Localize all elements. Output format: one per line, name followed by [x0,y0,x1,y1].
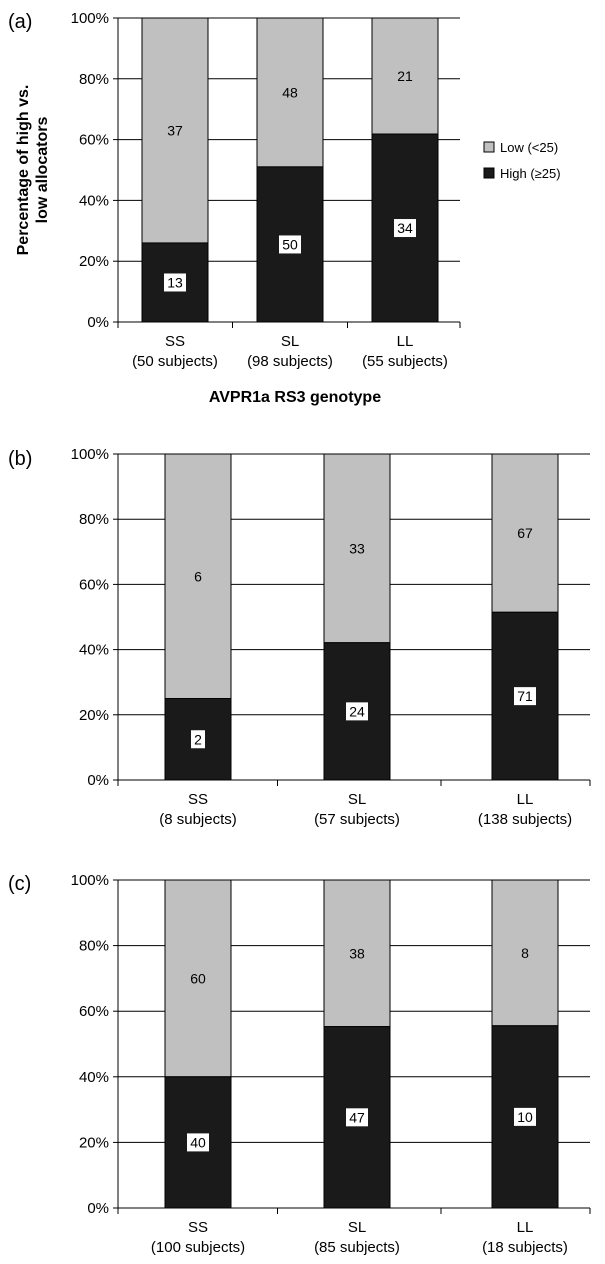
data-label-low: 37 [167,122,183,138]
data-label-low: 38 [349,945,365,961]
y-tick-label: 100% [71,446,109,463]
data-label-low: 8 [521,945,529,961]
y-tick-label: 0% [87,772,109,789]
data-label-high: 10 [517,1109,533,1125]
y-tick-label: 80% [79,71,109,88]
data-label-high: 71 [517,688,533,704]
data-label-box [346,1108,368,1127]
data-label-low: 67 [517,525,533,541]
data-label-high: 34 [397,220,413,236]
bar-low-sl [256,17,324,168]
y-tick-label: 40% [79,642,109,659]
bar-low-ss [164,453,232,699]
x-category-subjects: (138 subjects) [478,811,572,828]
bar-low-ss [141,17,209,244]
data-label-high: 40 [190,1134,206,1150]
y-tick-label: 20% [79,253,109,270]
y-tick-label: 80% [79,938,109,955]
legend-label: High (≥25) [500,166,561,181]
data-label-high: 47 [349,1109,365,1125]
y-tick-label: 0% [87,314,109,331]
y-tick-label: 60% [79,132,109,149]
panel-label: (b) [8,448,32,470]
x-category-label: SS [188,1219,208,1236]
y-tick-label: 20% [79,1134,109,1151]
y-tick-label: 100% [71,872,109,889]
x-category-subjects: (57 subjects) [314,811,400,828]
x-category-label: LL [517,791,534,808]
legend-label: Low (<25) [500,140,558,155]
x-category-subjects: (98 subjects) [247,353,333,370]
y-tick-label: 60% [79,576,109,593]
x-category-subjects: (55 subjects) [362,353,448,370]
data-label-box [279,235,301,254]
data-label-high: 13 [167,274,183,290]
x-category-subjects: (18 subjects) [482,1239,568,1256]
data-label-high: 50 [282,236,298,252]
x-category-label: SS [165,333,185,350]
data-label-box [394,219,416,238]
x-category-label: SS [188,791,208,808]
x-category-label: SL [348,1219,366,1236]
y-axis-label: Percentage of high vs. low allocators [15,85,51,256]
data-label-low: 21 [397,68,413,84]
legend: Low (<25) High (≥25) [483,140,561,181]
x-category-subjects: (8 subjects) [159,811,237,828]
y-tick-label: 20% [79,707,109,724]
data-label-low: 60 [190,970,206,986]
x-category-label: LL [517,1219,534,1236]
x-category-label: LL [397,333,414,350]
data-label-box [514,687,536,706]
data-label-low: 33 [349,540,365,556]
data-label-box [164,273,186,292]
chart-panel-b: 0% 20% 40% 60% 80% 100% 6 2 SS (8 subjects) 33 24 SL… [8,446,591,828]
y-tick-label: 100% [71,10,109,27]
data-label-box [514,1107,536,1126]
data-label-high: 2 [194,731,202,747]
bar-low-sl [323,453,391,644]
y-tick-label: 60% [79,1003,109,1020]
data-label-low: 48 [282,84,298,100]
bar-low-ll [491,453,559,613]
legend-swatch [483,141,495,153]
x-axis-label: AVPR1a RS3 genotype [209,389,381,406]
data-label-box [346,702,368,721]
y-tick-label: 40% [79,1069,109,1086]
legend-swatch [483,167,495,179]
chart-panel-a: 0% 20% 40% 60% 80% 100% 37 13 SS (50 subjects) 48 5… [8,10,461,406]
panel-label: (c) [8,873,31,895]
x-category-subjects: (85 subjects) [314,1239,400,1256]
panel-label: (a) [8,11,32,33]
x-category-subjects: (50 subjects) [132,353,218,370]
x-category-label: SL [348,791,366,808]
data-label-high: 24 [349,703,365,719]
bar-low-ss [164,879,232,1078]
y-tick-label: 40% [79,192,109,209]
x-category-label: SL [281,333,299,350]
bar-low-ll [371,17,439,135]
bar-low-sl [323,879,391,1028]
y-tick-label: 80% [79,511,109,528]
chart-panel-c: 0% 20% 40% 60% 80% 100% 60 40 SS (100 subjects) 38… [8,872,591,1256]
y-tick-label: 0% [87,1200,109,1217]
data-label-box [191,730,205,749]
x-category-subjects: (100 subjects) [151,1239,245,1256]
data-label-low: 6 [194,568,202,584]
data-label-box [187,1133,209,1152]
